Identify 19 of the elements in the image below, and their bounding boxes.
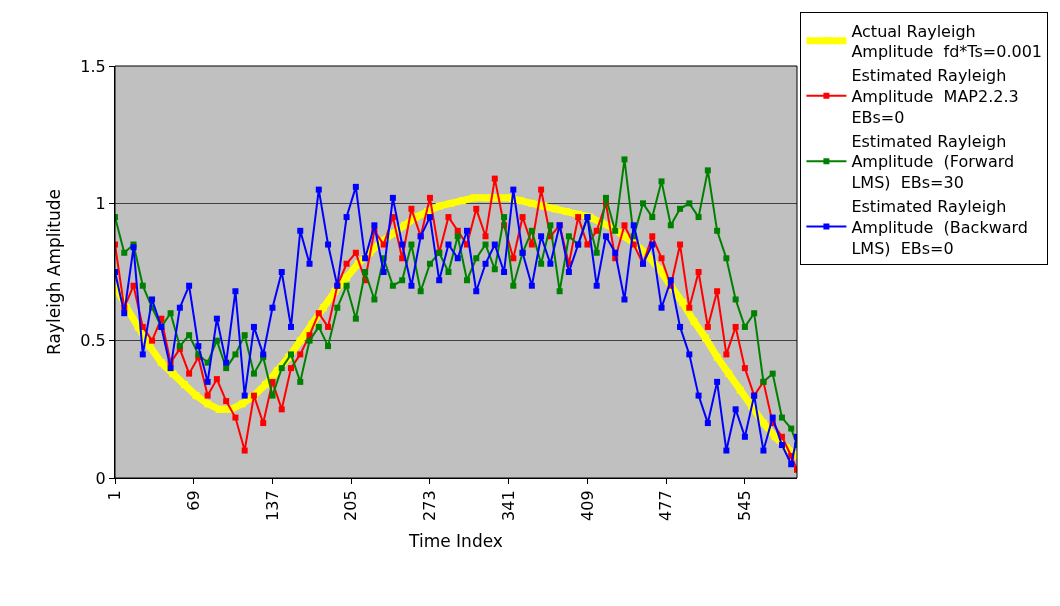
x-axis-title: Time Index — [408, 531, 503, 552]
legend-label: Estimated Rayleigh Amplitude (Forward LMS) EBs=30 — [851, 131, 1015, 193]
y-tick-label: 1.5 — [80, 56, 106, 76]
x-tick-label: 69 — [183, 490, 203, 511]
legend-label: Estimated Rayleigh Amplitude MAP2.2.3 EBs=0 — [851, 66, 1019, 127]
x-tick-label: 409 — [577, 490, 597, 521]
x-tick-label: 341 — [498, 490, 518, 521]
legend-label: Estimated Rayleigh Amplitude (Backward LMS) EBs=0 — [851, 196, 1028, 258]
y-tick-label: 0 — [95, 468, 106, 488]
y-tick-label: 1 — [95, 193, 106, 213]
x-tick-label: 477 — [656, 490, 676, 521]
x-tick-label: 273 — [420, 490, 440, 521]
x-tick-label: 545 — [735, 490, 755, 521]
x-tick-label: 1 — [105, 490, 125, 501]
y-axis-title: Rayleigh Amplitude — [43, 189, 64, 355]
x-tick-label: 137 — [262, 490, 282, 521]
y-tick-label: 0.5 — [80, 331, 106, 351]
x-tick-label: 205 — [341, 490, 361, 521]
legend-label: Actual Rayleigh Amplitude fd*Ts=0.001 — [851, 21, 1043, 62]
